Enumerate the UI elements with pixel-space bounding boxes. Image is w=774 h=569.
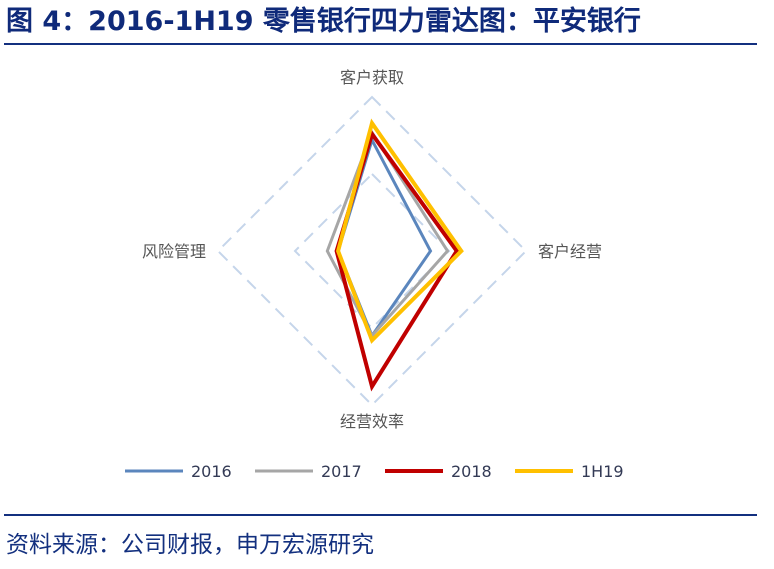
grid-ring-2 (216, 95, 528, 407)
footer-divider (4, 514, 757, 516)
axis-label-3: 经营效率 (340, 412, 404, 431)
axis-label-1: 客户获取 (340, 68, 404, 87)
chart-legend: 2016 2017 2018 1H19 (125, 462, 624, 481)
legend-label-2018: 2018 (451, 462, 492, 481)
series-2017-polygon (325, 129, 450, 339)
legend-label-1h19: 1H19 (581, 462, 624, 481)
axis-label-4: 风险管理 (142, 242, 206, 261)
series-1h19-polygon (336, 118, 464, 344)
source-note: 资料来源：公司财报，申万宏源研究 (6, 532, 374, 558)
title-divider (4, 43, 757, 45)
radar-series (325, 118, 464, 392)
grid-ring-1 (293, 172, 451, 330)
page-title: 图 4：2016-1H19 零售银行四力雷达图：平安银行 (6, 6, 641, 37)
legend-label-2016: 2016 (191, 462, 232, 481)
legend-label-2017: 2017 (321, 462, 362, 481)
radar-grid (216, 95, 528, 407)
axis-label-2: 客户经营 (538, 242, 602, 261)
